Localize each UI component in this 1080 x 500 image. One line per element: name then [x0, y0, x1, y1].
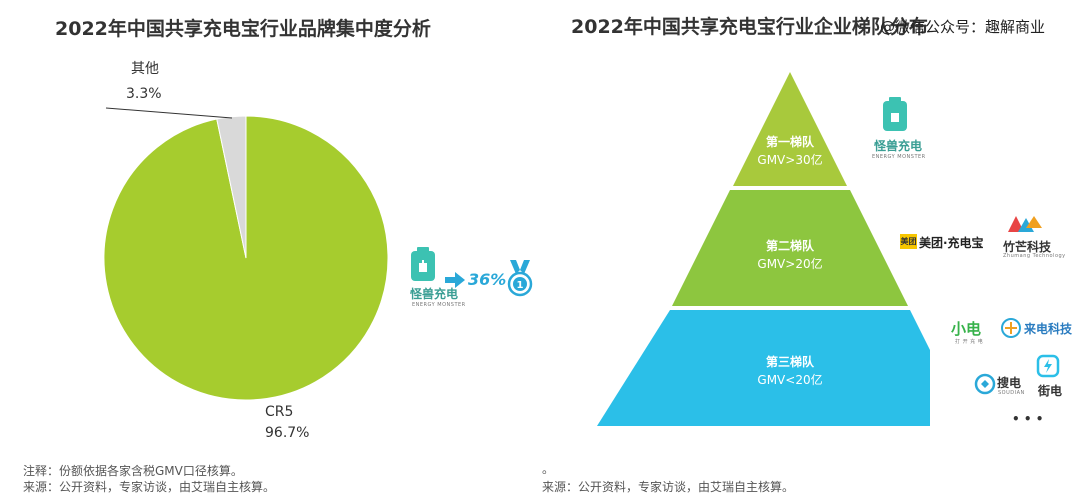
zhumang-name: 竹芒科技 — [1003, 240, 1052, 254]
callout-brand-sub: ENERGY MONSTER — [412, 302, 466, 308]
battery-icon — [411, 247, 435, 281]
energy-monster-sub: ENERGY MONSTER — [872, 154, 926, 160]
xiaodian-sub: 打 开 充 电 — [955, 339, 984, 345]
xiaodian-name: 小电 — [951, 320, 982, 338]
pie-label-other-value: 3.3% — [126, 86, 162, 102]
meituan-name: 美团·充电宝 — [919, 236, 984, 250]
jiedian-icon — [1036, 354, 1060, 378]
energy-monster-icon — [883, 97, 907, 131]
tier-3-shape — [597, 310, 930, 426]
arrow-right-icon — [445, 272, 465, 288]
more-brands-indicator: • • • — [1012, 412, 1044, 426]
right-note-1: 来源：公开资料，专家访谈，由艾瑞自主核算。 — [542, 480, 795, 494]
pie-label-cr5-value: 96.7% — [265, 425, 310, 441]
pie-label-cr5-name: CR5 — [265, 404, 294, 420]
tier-1-name: 第一梯队 — [766, 134, 815, 149]
soudian-icon — [974, 373, 996, 395]
laidian-name: 来电科技 — [1024, 322, 1073, 336]
pie-label-other-name: 其他 — [131, 61, 159, 77]
tier-1-gmv: GMV>30亿 — [757, 152, 822, 167]
left-note-1: 注释：份额依据各家含税GMV口径核算。 — [23, 464, 243, 478]
jiedian-name: 街电 — [1038, 384, 1063, 398]
laidian-icon — [1001, 318, 1021, 338]
right-dot: 。 — [542, 462, 555, 476]
zhumang-sub: Zhumang Technology — [1003, 253, 1066, 259]
meituan-logo: 美团 — [900, 234, 917, 249]
medal-number: 1 — [517, 280, 524, 291]
pie-chart — [103, 107, 389, 401]
medal-icon: 1 — [507, 260, 533, 297]
callout-brand-name: 怪兽充电 — [410, 287, 459, 301]
tier-3-gmv: GMV<20亿 — [757, 372, 822, 387]
tier-pyramid: 第一梯队 GMV>30亿 第二梯队 GMV>20亿 第三梯队 GMV<20亿 — [597, 72, 930, 426]
right-chart-title: 2022年中国共享充电宝行业企业梯队分布 — [571, 16, 928, 38]
soudian-sub: SOUDIAN — [998, 390, 1025, 396]
left-chart-title: 2022年中国共享充电宝行业品牌集中度分析 — [55, 18, 431, 40]
tier-1-shape — [733, 72, 847, 186]
left-note-2: 来源：公开资料，专家访谈，由艾瑞自主核算。 — [23, 480, 276, 494]
energy-monster-name: 怪兽充电 — [874, 139, 923, 153]
zhumang-icon — [1008, 216, 1042, 232]
tier-2-gmv: GMV>20亿 — [757, 256, 822, 271]
other-leader-line — [105, 107, 233, 119]
pie-slice-other — [216, 115, 247, 259]
soudian-name: 搜电 — [997, 376, 1022, 390]
tier-3-name: 第三梯队 — [766, 354, 815, 369]
callout-share: 36% — [468, 270, 507, 289]
watermark-text: @微信公众号：趣解商业 — [880, 18, 1046, 36]
tier-2-name: 第二梯队 — [766, 238, 815, 253]
tier-2-shape — [672, 190, 908, 306]
